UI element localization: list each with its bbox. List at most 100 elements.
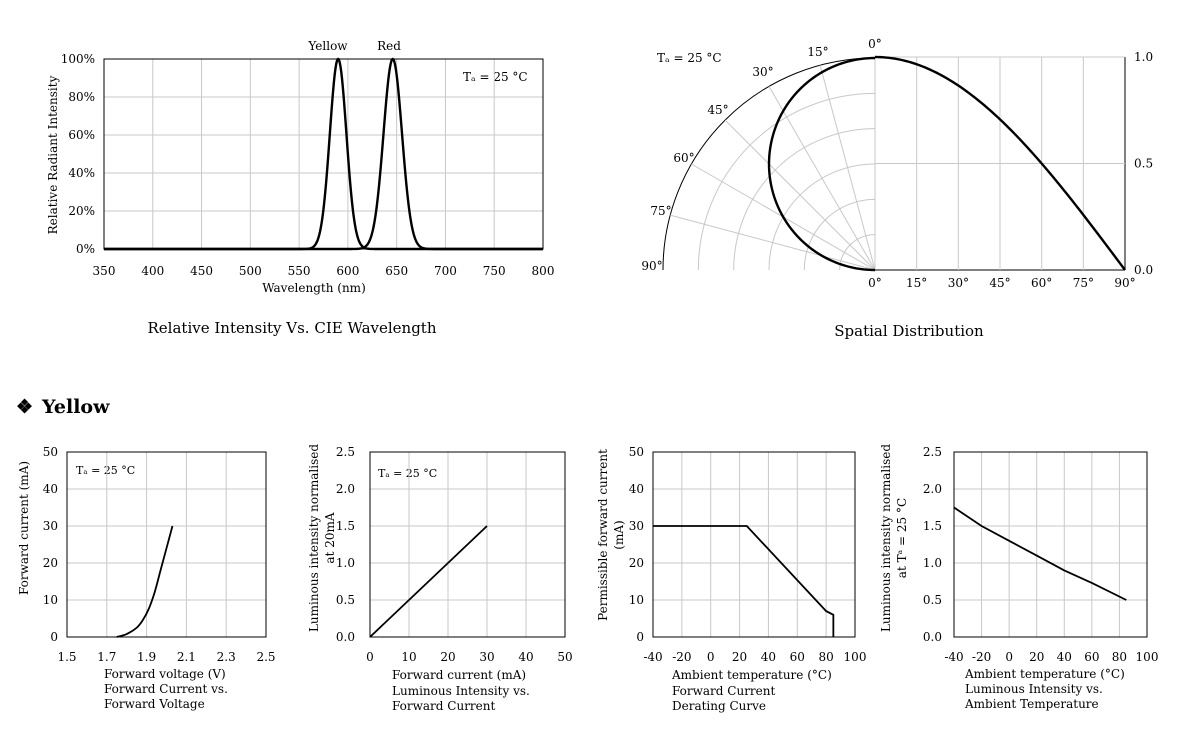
chart3-frame xyxy=(66,451,267,638)
chart3-caption-1: Forward voltage (V) xyxy=(104,667,226,681)
chart3-ytick: 50 xyxy=(43,445,58,459)
chart4-xtick: 50 xyxy=(557,650,572,664)
chart4-ytick: 0.5 xyxy=(336,593,355,607)
chart2-polar-pattern xyxy=(767,56,876,272)
chart5-xtick: 60 xyxy=(790,650,805,664)
chart2-angle-label: 90° xyxy=(641,259,662,273)
chart6-ytick: 1.5 xyxy=(923,519,942,533)
chart1-ytick: 40% xyxy=(68,166,95,180)
chart5-ytick: 20 xyxy=(629,556,644,570)
chart1-ytick: 0% xyxy=(76,242,95,256)
chart6-ytick: 2.0 xyxy=(923,482,942,496)
chart3-xtick: 1.7 xyxy=(97,650,116,664)
chart1-xtick: 350 xyxy=(93,264,116,278)
chart2-xtick: 0° xyxy=(868,276,882,290)
chart6-frame xyxy=(953,451,1148,638)
chart1-xtick: 500 xyxy=(239,264,262,278)
chart2-angle-label: 45° xyxy=(707,103,728,117)
chart4-xtick: 30 xyxy=(479,650,494,664)
chart4-ytick: 2.5 xyxy=(336,445,355,459)
chart2-xtick: 45° xyxy=(989,276,1010,290)
chart1-xtick: 600 xyxy=(336,264,359,278)
chart5-caption-3: Derating Curve xyxy=(672,699,766,713)
chart6-xtick: 100 xyxy=(1136,650,1159,664)
chart6-ylabel-line2: at Tᵃ = 25 °C xyxy=(895,498,909,578)
chart3-xtick: 1.5 xyxy=(57,650,76,664)
chart4-ytick: 1.5 xyxy=(336,519,355,533)
chart5-xtick: -40 xyxy=(643,650,662,664)
chart4-xtick: 10 xyxy=(401,650,416,664)
chart4-ytick: 2.0 xyxy=(336,482,355,496)
chart5-ytick: 0 xyxy=(636,630,644,644)
section-bullet-icon: ❖ xyxy=(16,396,33,418)
chart6-xtick: 40 xyxy=(1057,650,1072,664)
chart6-ylabel-line1: Luminous intensity normalised xyxy=(879,444,893,632)
chart6-caption-3: Ambient Temperature xyxy=(964,697,1099,711)
chart3-ytick: 40 xyxy=(43,482,58,496)
chart6-ytick: 1.0 xyxy=(923,556,942,570)
chart1-xtick: 450 xyxy=(190,264,213,278)
chart5-xtick: 100 xyxy=(844,650,867,664)
chart1-xtick: 700 xyxy=(434,264,457,278)
chart2-xtick: 75° xyxy=(1073,276,1094,290)
chart2-title: Spatial Distribution xyxy=(834,322,984,340)
chart5-ylabel-line1: Permissible forward current xyxy=(596,449,610,621)
chart2-right-tick: 1.0 xyxy=(1134,50,1153,64)
chart3-xtick: 2.3 xyxy=(217,650,236,664)
chart5-frame xyxy=(652,451,856,638)
chart3-caption-2: Forward Current vs. xyxy=(104,682,228,696)
chart3-xtick: 2.1 xyxy=(177,650,196,664)
chart6-ytick: 2.5 xyxy=(923,445,942,459)
chart2-polar-spoke xyxy=(768,86,876,271)
chart3-xtick: 2.5 xyxy=(256,650,275,664)
chart3-caption-3: Forward Voltage xyxy=(104,697,205,711)
chart3-series-line-0 xyxy=(116,525,174,638)
chart6-ytick: 0.5 xyxy=(923,593,942,607)
chart5-ytick: 10 xyxy=(629,593,644,607)
chart5-ytick: 50 xyxy=(629,445,644,459)
chart5-series-line-0 xyxy=(653,525,835,637)
chart2-xtick: 15° xyxy=(906,276,927,290)
chart2-series-line-0 xyxy=(874,55,1126,271)
chart4-ytick: 1.0 xyxy=(336,556,355,570)
chart5-xtick: 40 xyxy=(761,650,776,664)
chart5-caption-1: Ambient temperature (°C) xyxy=(671,668,832,682)
chart1-ytick: 20% xyxy=(68,204,95,218)
chart6-xtick: 0 xyxy=(1005,650,1013,664)
chart6-caption-1: Ambient temperature (°C) xyxy=(964,667,1125,681)
chart3-ylabel: Forward current (mA) xyxy=(17,461,31,595)
chart4-caption-2: Luminous Intensity vs. xyxy=(392,684,530,698)
chart3-ytick: 10 xyxy=(43,593,58,607)
chart2-polar-spoke xyxy=(724,119,876,271)
chart1-xtick: 750 xyxy=(483,264,506,278)
chart6-xtick: -40 xyxy=(944,650,963,664)
chart6-xtick: 80 xyxy=(1112,650,1127,664)
chart6-series-line-0 xyxy=(953,506,1127,601)
chart2-angle-label: 30° xyxy=(752,65,773,79)
chart1-xtick: 400 xyxy=(141,264,164,278)
chart4-xtick: 40 xyxy=(518,650,533,664)
chart6-xtick: 20 xyxy=(1029,650,1044,664)
chart4-caption-3: Forward Current xyxy=(392,699,496,713)
chart2-polar-spoke xyxy=(670,214,876,271)
chart5-ytick: 30 xyxy=(629,519,644,533)
chart3-ytick: 20 xyxy=(43,556,58,570)
chart4-ylabel-line2: at 20mA xyxy=(323,512,337,563)
chart4-xtick: 0 xyxy=(366,650,374,664)
chart3-ytick: 0 xyxy=(50,630,58,644)
chart5-ylabel-line2: (mA) xyxy=(612,520,626,549)
chart2-angle-label: 60° xyxy=(673,151,694,165)
chart3-xtick: 1.9 xyxy=(137,650,156,664)
section-title: Yellow xyxy=(41,396,110,418)
chart2-xtick: 90° xyxy=(1114,276,1135,290)
chart6-ytick: 0.0 xyxy=(923,630,942,644)
chart5-ytick: 40 xyxy=(629,482,644,496)
chart1-ytick: 80% xyxy=(68,90,95,104)
chart1-annotation: Tₐ = 25 °C xyxy=(463,70,528,84)
chart2-angle-label: 0° xyxy=(868,37,882,51)
chart5-xtick: 20 xyxy=(732,650,747,664)
chart1-ytick: 100% xyxy=(61,52,95,66)
chart5-xtick: 80 xyxy=(819,650,834,664)
chart1-ytick: 60% xyxy=(68,128,95,142)
